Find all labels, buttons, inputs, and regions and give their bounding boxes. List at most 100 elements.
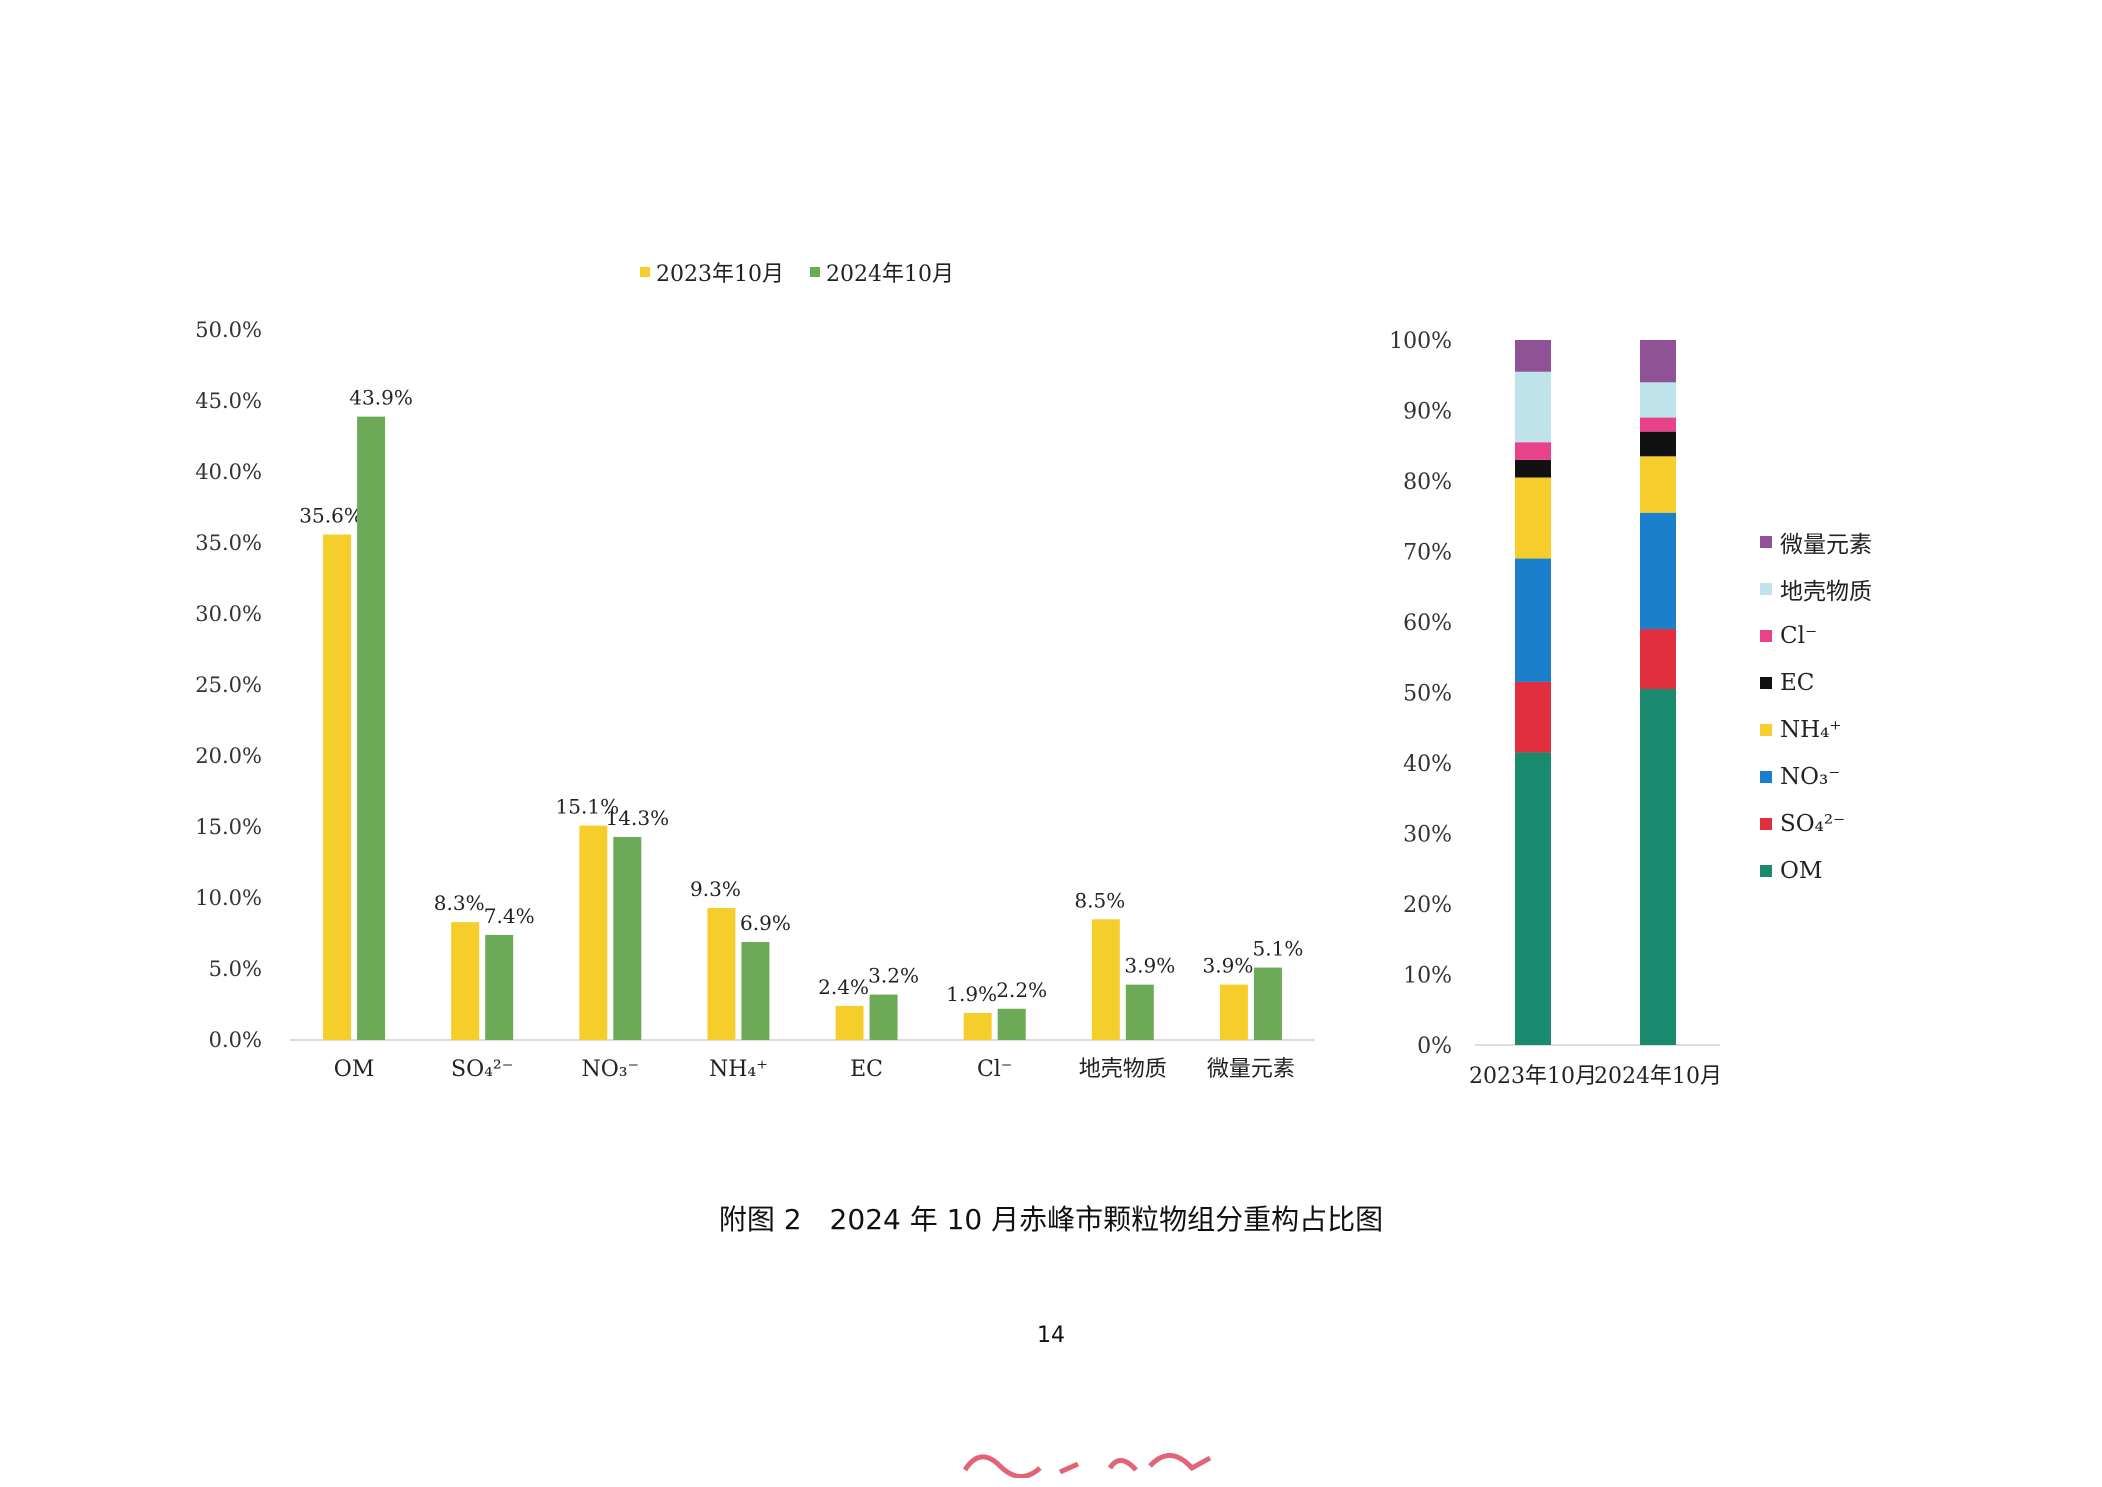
legend-label-2024: 2024年10月 [825,262,954,287]
stack-segment-0-6 [1515,371,1551,443]
y-tick-label: 15.0% [195,815,262,839]
stack-segment-1-6 [1640,382,1676,418]
stack-segment-1-3 [1640,456,1676,513]
stack-segment-0-1 [1515,681,1551,753]
data-label: 9.3% [690,877,741,901]
x-category-label: OM [334,1057,375,1082]
legend-swatch-2023 [640,267,650,277]
x-category-label: NO₃⁻ [581,1057,639,1082]
y-tick-label: 10% [1403,964,1452,989]
y-tick-label: 20.0% [195,744,262,768]
legend-item: 地壳物质 [1760,565,1872,612]
figure-caption: 附图 2 2024 年 10 月赤峰市颗粒物组分重构占比图 [718,1203,1384,1236]
legend-swatch [1760,817,1772,830]
bar-2023-3 [707,907,736,1040]
y-tick-label: 60% [1403,611,1452,636]
legend-right: 微量元素地壳物质 Cl⁻ EC NH₄⁺ NO₃⁻ SO₄²⁻ OM [1760,518,1872,894]
bar-2023-2 [579,825,608,1040]
legend-item: OM [1760,847,1872,894]
x-category-label: 2023年10月 [1469,1064,1597,1089]
stack-segment-1-7 [1640,340,1676,383]
data-label: 15.1% [556,795,620,819]
data-label: 8.3% [434,891,485,915]
x-category-label: 地壳物质 [1079,1057,1167,1082]
stack-segment-1-1 [1640,629,1676,689]
data-label: 35.6% [299,503,363,527]
legend-swatch [1760,770,1772,783]
y-tick-label: 100% [1389,329,1452,354]
legend-swatch [1760,723,1772,736]
legend-label-2023: 2023年10月 [656,262,784,287]
stack-segment-0-4 [1515,459,1551,478]
data-label: 43.9% [349,386,413,410]
red-seal-stamp [962,1453,1212,1478]
x-category-label: Cl⁻ [977,1057,1012,1082]
y-tick-label: 0% [1417,1034,1452,1059]
data-label: 3.9% [1124,954,1175,978]
stack-segment-1-0 [1640,688,1676,1045]
legend-top: 2023年10月 2024年10月 [640,256,954,288]
data-label: 6.9% [740,911,791,935]
bar-2023-5 [963,1013,992,1040]
y-tick-label: 0.0% [209,1028,262,1052]
bar-2024-5 [997,1008,1026,1040]
y-tick-label: 30.0% [195,602,262,626]
legend-label: OM [1780,857,1823,884]
y-tick-label: 10.0% [195,886,262,910]
legend-label: Cl⁻ [1780,622,1818,649]
x-category-label: SO₄²⁻ [451,1057,513,1082]
y-tick-label: 50.0% [195,318,262,342]
legend-label: 地壳物质 [1780,578,1872,605]
legend-label: 微量元素 [1780,531,1872,558]
y-tick-label: 70% [1403,541,1452,566]
bar-2023-6 [1091,919,1120,1040]
y-tick-label: 50% [1403,682,1452,707]
bar-2024-1 [485,934,514,1040]
x-category-label: NH₄⁺ [709,1057,768,1082]
legend-item: EC [1760,659,1872,706]
stack-segment-0-2 [1515,558,1551,682]
legend-label: SO₄²⁻ [1780,810,1846,837]
stack-segment-0-5 [1515,442,1551,460]
bar-2023-0 [323,534,352,1040]
bar-2024-0 [357,416,386,1040]
legend-item: 微量元素 [1760,518,1872,565]
y-tick-label: 20% [1403,893,1452,918]
stack-segment-0-7 [1515,340,1551,372]
stack-segment-0-3 [1515,477,1551,559]
stack-segment-1-2 [1640,512,1676,630]
legend-item: Cl⁻ [1760,612,1872,659]
legend-item: SO₄²⁻ [1760,800,1872,847]
data-label: 2.2% [996,978,1047,1002]
bar-2023-7 [1219,984,1248,1040]
data-label: 3.2% [868,964,919,988]
stack-segment-1-4 [1640,431,1676,457]
y-tick-label: 40.0% [195,460,262,484]
bar-2024-6 [1125,984,1154,1040]
x-category-label: 微量元素 [1207,1057,1295,1082]
data-label: 1.9% [946,982,997,1006]
y-tick-label: 5.0% [209,957,262,981]
bar-2024-3 [741,942,770,1040]
legend-label: NO₃⁻ [1780,763,1841,790]
bar-2023-1 [451,922,480,1040]
legend-item: NH₄⁺ [1760,706,1872,753]
y-tick-label: 30% [1403,823,1452,848]
bar-2024-2 [613,836,642,1040]
x-category-label: 2024年10月 [1594,1064,1722,1089]
x-category-label: EC [850,1057,883,1082]
legend-label: NH₄⁺ [1780,716,1842,743]
legend-swatch [1760,535,1772,548]
legend-item-2023: 2023年10月 [640,256,784,288]
legend-swatch [1760,582,1772,595]
y-tick-label: 35.0% [195,531,262,555]
data-label: 3.9% [1203,954,1254,978]
bar-2023-4 [835,1005,864,1040]
data-label: 7.4% [484,904,535,928]
legend-swatch [1760,629,1772,642]
bar-2024-4 [869,994,898,1040]
legend-swatch [1760,676,1772,689]
stack-segment-0-0 [1515,752,1551,1045]
legend-item-2024: 2024年10月 [809,256,954,288]
